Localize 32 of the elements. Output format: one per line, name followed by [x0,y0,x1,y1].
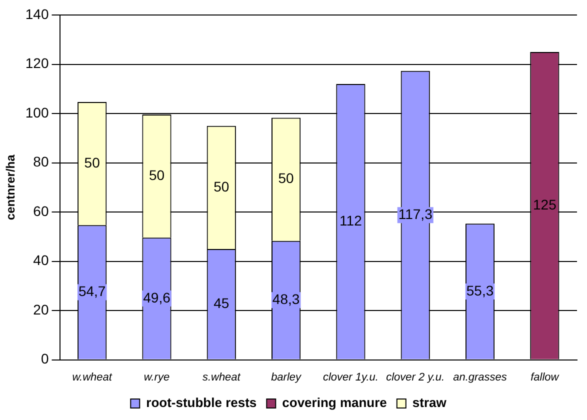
data-label: 54,7 [78,283,106,300]
y-tick-label: 20 [33,301,49,318]
data-label: 50 [278,170,294,186]
legend-label: covering manure [282,395,387,410]
x-tick-label: an.grasses [453,371,508,384]
data-label: 125 [532,196,557,212]
x-tick-label: clover 1y.u. [322,371,378,384]
data-label: 49,6 [143,289,171,306]
legend-label: root-stubble rests [146,395,257,410]
data-label: 45 [214,294,230,311]
data-label: 117,3 [398,206,433,222]
data-label: 50 [214,178,230,194]
y-tick-label: 100 [25,104,49,120]
y-tick-label: 80 [33,154,49,170]
y-axis-title: centnrer/ha [4,154,18,220]
y-tick-label: 60 [33,202,49,219]
y-tick-label: 40 [33,252,49,268]
data-label: 55,3 [466,282,494,298]
y-tick-label: 140 [25,6,49,22]
y-tick-label: 120 [25,55,49,72]
x-tick-label: w.wheat [72,371,113,384]
legend-label: straw [412,395,448,410]
x-tick-label: w.rye [144,371,170,384]
y-tick-label: 0 [40,350,49,367]
x-tick-label: barley [271,371,303,384]
data-label: 48,3 [272,290,300,307]
data-label: 50 [84,154,100,170]
x-tick-label: s.wheat [202,371,242,384]
data-label: 50 [148,166,165,183]
data-label: 112 [340,212,362,228]
x-tick-label: clover 2 y.u. [386,371,445,384]
x-tick-label: fallow [530,371,560,384]
